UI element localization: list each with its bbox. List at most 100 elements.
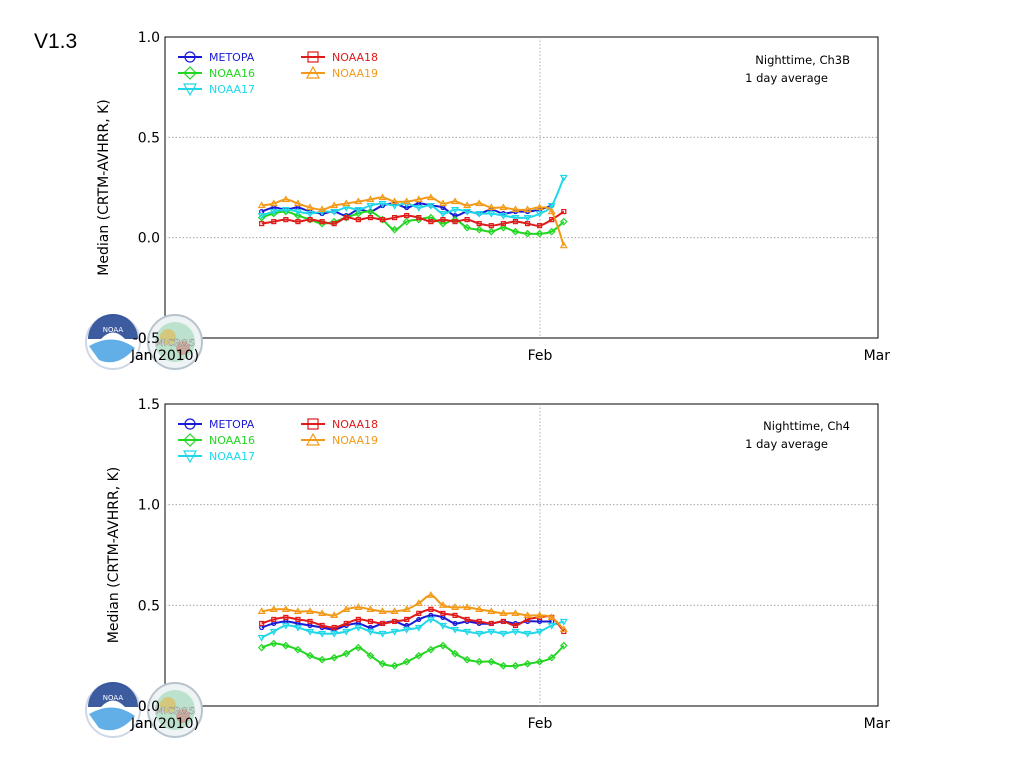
plot-frame (164, 36, 879, 339)
data-point (450, 626, 460, 634)
legend-marker (182, 83, 198, 97)
data-point (475, 630, 484, 638)
noaa-logo-text: NOAA (103, 694, 124, 702)
data-point (271, 616, 277, 623)
y-tick-label: 0.5 (138, 598, 160, 614)
noaa-logo: NOAA (85, 682, 141, 738)
y-tick-label: 1.0 (138, 498, 160, 514)
data-point (257, 212, 266, 220)
data-point (366, 628, 375, 636)
data-point (319, 622, 325, 629)
chart-annotation: Nighttime, Ch3B (755, 53, 850, 67)
data-point (559, 241, 568, 249)
chart-annotation: 1 day average (745, 437, 828, 451)
legend-marker (184, 418, 196, 430)
data-point (547, 622, 556, 630)
series-noaa19 (257, 193, 568, 249)
data-point (392, 618, 398, 625)
data-point (476, 221, 482, 227)
data-point (305, 628, 315, 636)
data-point (475, 225, 484, 234)
data-point (535, 628, 544, 636)
chart-annotation: Nighttime, Ch4 (763, 419, 850, 433)
data-point (294, 645, 302, 654)
data-point (366, 605, 375, 612)
data-point (463, 223, 471, 232)
data-point (318, 630, 327, 638)
data-point (414, 599, 423, 606)
x-tick-label-overlay: Jan(2010) (130, 716, 199, 732)
data-point (281, 195, 290, 203)
data-point (378, 659, 387, 668)
data-point (257, 201, 266, 209)
legend-marker (307, 51, 319, 63)
chart-panel-2: 0.0 0.5 1.0 1.5 Jan(2010) Feb Mar Median (CRTM-… (85, 397, 890, 738)
series-line (261, 177, 565, 219)
data-point (452, 219, 458, 225)
series-line (261, 594, 565, 631)
data-point (378, 193, 387, 201)
series-noaa17 (257, 174, 568, 222)
data-point (440, 610, 446, 616)
data-point (523, 205, 532, 213)
data-point (392, 215, 398, 221)
legend: METOPA NOAA16 NOAA17 NOAA18 NOAA19 (178, 51, 378, 97)
data-point (438, 210, 448, 218)
data-point (404, 212, 410, 219)
data-point (463, 201, 472, 209)
logos: NOAA MICROS (85, 314, 203, 370)
series-line (261, 608, 565, 633)
legend-label: NOAA16 (209, 67, 255, 80)
data-point (342, 628, 351, 636)
y-tick-label-overlay: -0.5 (133, 331, 160, 347)
data-point (378, 200, 387, 208)
data-point (499, 661, 508, 670)
data-point (307, 618, 313, 625)
data-point (390, 197, 399, 205)
data-point (547, 207, 556, 215)
data-point (306, 651, 314, 660)
data-point (475, 605, 484, 612)
data-point (330, 611, 339, 619)
data-point (500, 221, 506, 227)
data-point (295, 219, 301, 225)
data-point (426, 616, 435, 624)
data-point (559, 618, 568, 626)
data-point (281, 622, 290, 630)
data-point (476, 618, 482, 625)
data-point (355, 616, 361, 623)
data-point (257, 607, 266, 614)
data-point (512, 219, 519, 225)
data-point (559, 217, 568, 226)
micros-logo-text: MICROS (155, 706, 195, 717)
data-point (390, 628, 399, 636)
x-tick-label: Feb (528, 716, 553, 732)
data-point (319, 219, 325, 225)
data-point (343, 620, 349, 627)
data-point (414, 195, 423, 203)
data-point (547, 202, 556, 210)
micros-logo: MICROS (147, 314, 203, 370)
data-point (451, 649, 459, 658)
data-point (402, 605, 411, 612)
data-point (414, 651, 423, 660)
data-point (402, 217, 411, 226)
data-point (331, 221, 337, 227)
data-point (259, 620, 265, 627)
data-point (487, 628, 496, 636)
data-point (463, 603, 472, 610)
data-point (330, 208, 339, 216)
data-point (426, 591, 435, 598)
data-point (559, 641, 568, 650)
data-point (452, 612, 458, 619)
legend-label: NOAA19 (332, 67, 378, 80)
legend-label: NOAA18 (332, 418, 378, 431)
legend-label: NOAA16 (209, 434, 255, 447)
data-point (488, 223, 494, 229)
legend-label: NOAA18 (332, 51, 378, 64)
data-point (342, 605, 351, 612)
data-point (561, 208, 567, 215)
data-point (500, 618, 506, 625)
data-point (438, 199, 448, 207)
legend-label: NOAA17 (209, 83, 255, 96)
